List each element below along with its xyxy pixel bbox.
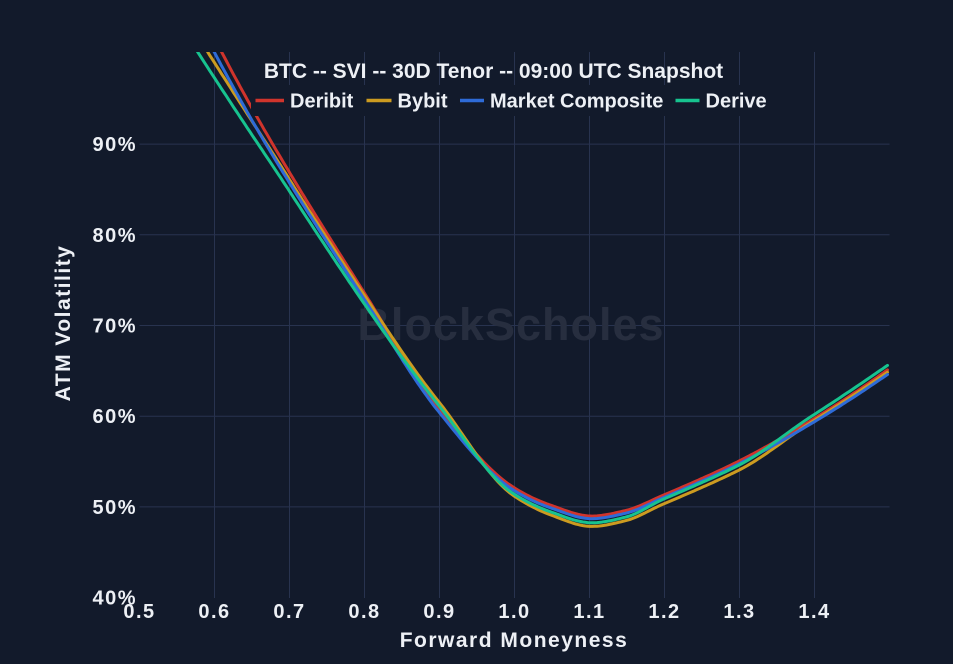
svg-text:1.3: 1.3 [723,601,755,623]
svg-text:0.9: 0.9 [423,601,455,623]
svg-text:0.8: 0.8 [348,601,380,623]
svg-text:Derive: Derive [706,91,767,113]
svg-text:Deribit: Deribit [290,91,354,113]
svg-text:Market Composite: Market Composite [490,91,663,113]
svg-text:80%: 80% [92,225,137,247]
svg-text:90%: 90% [92,134,137,156]
svg-text:0.7: 0.7 [273,601,305,623]
svg-text:BTC -- SVI -- 30D Tenor -- 09:: BTC -- SVI -- 30D Tenor -- 09:00 UTC Sna… [264,60,723,83]
svg-text:1.2: 1.2 [648,601,680,623]
svg-text:Bybit: Bybit [398,91,448,113]
svg-text:ATM Volatility: ATM Volatility [52,245,75,402]
svg-text:70%: 70% [92,316,137,338]
svg-text:0.6: 0.6 [198,601,230,623]
svg-text:60%: 60% [92,406,137,428]
svg-text:Forward Moneyness: Forward Moneyness [400,629,629,652]
svg-text:1.0: 1.0 [498,601,530,623]
svg-text:BlockScholes: BlockScholes [357,299,664,350]
svg-text:0.5: 0.5 [123,601,155,623]
svg-text:40%: 40% [92,588,137,610]
svg-text:50%: 50% [92,497,137,519]
svg-text:1.1: 1.1 [573,601,605,623]
svg-text:1.4: 1.4 [798,601,830,623]
